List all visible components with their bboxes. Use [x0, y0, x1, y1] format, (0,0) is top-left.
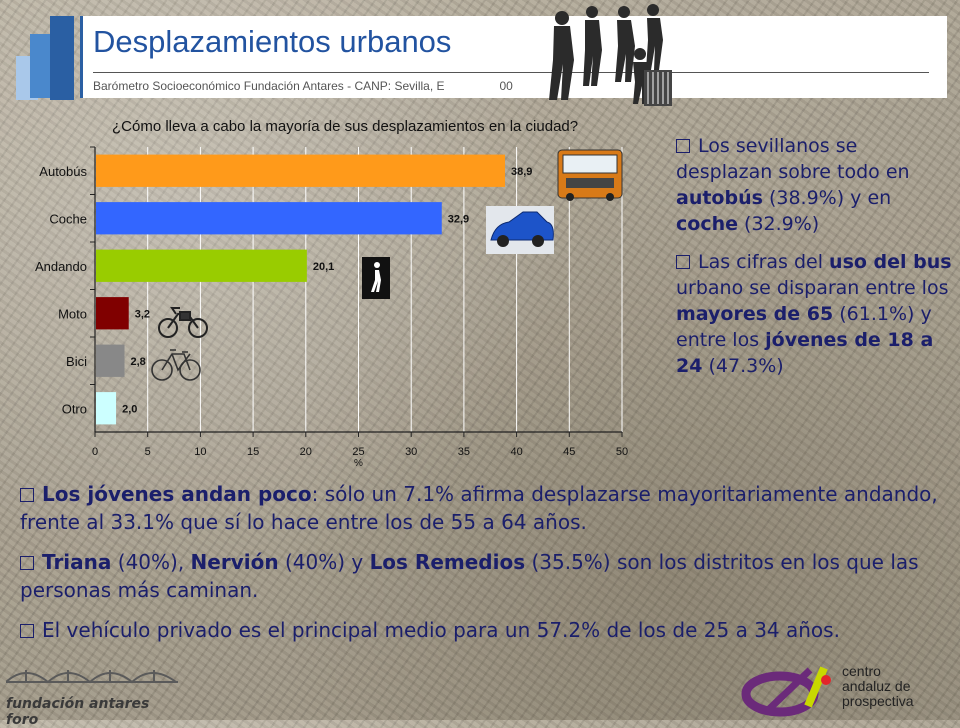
side-paragraph-bus-usage: Las cifras del uso del bus urbano se dis… [676, 251, 952, 377]
walking-people-icon [549, 4, 672, 106]
bottom-findings: Los jóvenes andan poco: sólo un 7.1% afi… [20, 480, 950, 656]
x-tick-label: 10 [194, 446, 206, 458]
category-label: Andando [35, 259, 87, 274]
side-paragraph-bus-car: Los sevillanos se desplazan sobre todo e… [676, 135, 910, 235]
foundation-name: fundación antares foro [6, 696, 150, 728]
checkbox-bullet-icon [676, 139, 690, 153]
centro-andaluz-logo: centro andaluz de prospectiva [736, 660, 956, 718]
bottom-paragraph-private-vehicle: El vehículo privado es el principal medi… [20, 616, 950, 644]
bar-autobús [96, 154, 506, 187]
checkbox-bullet-icon [676, 255, 690, 269]
category-label: Coche [49, 211, 87, 226]
bus-icon [557, 149, 623, 201]
x-tick-label: 35 [458, 446, 470, 458]
x-tick-label: 5 [145, 446, 151, 458]
chart-bars [96, 154, 506, 425]
header-banner: Desplazamientos urbanos Barómetro Socioe… [80, 16, 947, 98]
x-axis-label: % [354, 458, 363, 469]
page-title: Desplazamientos urbanos [93, 24, 452, 59]
x-tick-label: 40 [510, 446, 522, 458]
pedestrian-sign-icon [362, 257, 390, 299]
side-findings: Los sevillanos se desplazan sobre todo e… [676, 133, 952, 391]
chart-labels: 0 5 10 15 20 25 30 35 40 45 50% Autobús 38,9 Coche 32,… [35, 164, 628, 469]
page-subtitle: Barómetro Socioeconómico Fundación Antar… [93, 79, 513, 93]
value-label: 3,2 [135, 308, 150, 320]
x-tick-label: 15 [247, 446, 259, 458]
logo-block-dark [50, 16, 74, 100]
value-label: 2,0 [122, 403, 137, 415]
value-label: 20,1 [313, 261, 334, 273]
value-label: 38,9 [511, 166, 532, 178]
bridge-drawing-icon [5, 670, 178, 684]
header-divider [93, 72, 929, 73]
bar-moto [96, 297, 129, 330]
checkbox-bullet-icon [20, 488, 34, 502]
x-tick-label: 45 [563, 446, 575, 458]
category-label: Bici [66, 354, 87, 369]
motorcycle-icon [158, 307, 208, 338]
x-tick-label: 20 [300, 446, 312, 458]
x-tick-label: 0 [92, 446, 98, 458]
x-tick-label: 30 [405, 446, 417, 458]
chart-grid [90, 146, 623, 437]
bar-coche [96, 202, 442, 235]
centro-name: centro andaluz de prospectiva [842, 663, 914, 709]
checkbox-bullet-icon [20, 624, 34, 638]
x-tick-label: 50 [616, 446, 628, 458]
category-label: Moto [58, 306, 87, 321]
x-tick-label: 25 [352, 446, 364, 458]
bottom-paragraph-districts: Triana (40%), Nervión (40%) y Los Remedi… [20, 550, 919, 602]
fundacion-antares-logo: fundación antares foro [5, 660, 178, 728]
car-icon [486, 206, 554, 254]
bar-otro [96, 392, 117, 425]
bar-andando [96, 249, 307, 282]
value-label: 32,9 [448, 213, 469, 225]
category-label: Otro [62, 401, 87, 416]
cap-logo-icon [741, 666, 831, 717]
chart-title: ¿Cómo lleva a cabo la mayoría de sus des… [112, 118, 579, 135]
bar-bici [96, 344, 125, 377]
checkbox-bullet-icon [20, 556, 34, 570]
bottom-paragraph-young: Los jóvenes andan poco: sólo un 7.1% afi… [20, 482, 938, 534]
value-label: 2,8 [131, 356, 146, 368]
category-label: Autobús [39, 164, 87, 179]
bicycle-icon [151, 349, 201, 381]
